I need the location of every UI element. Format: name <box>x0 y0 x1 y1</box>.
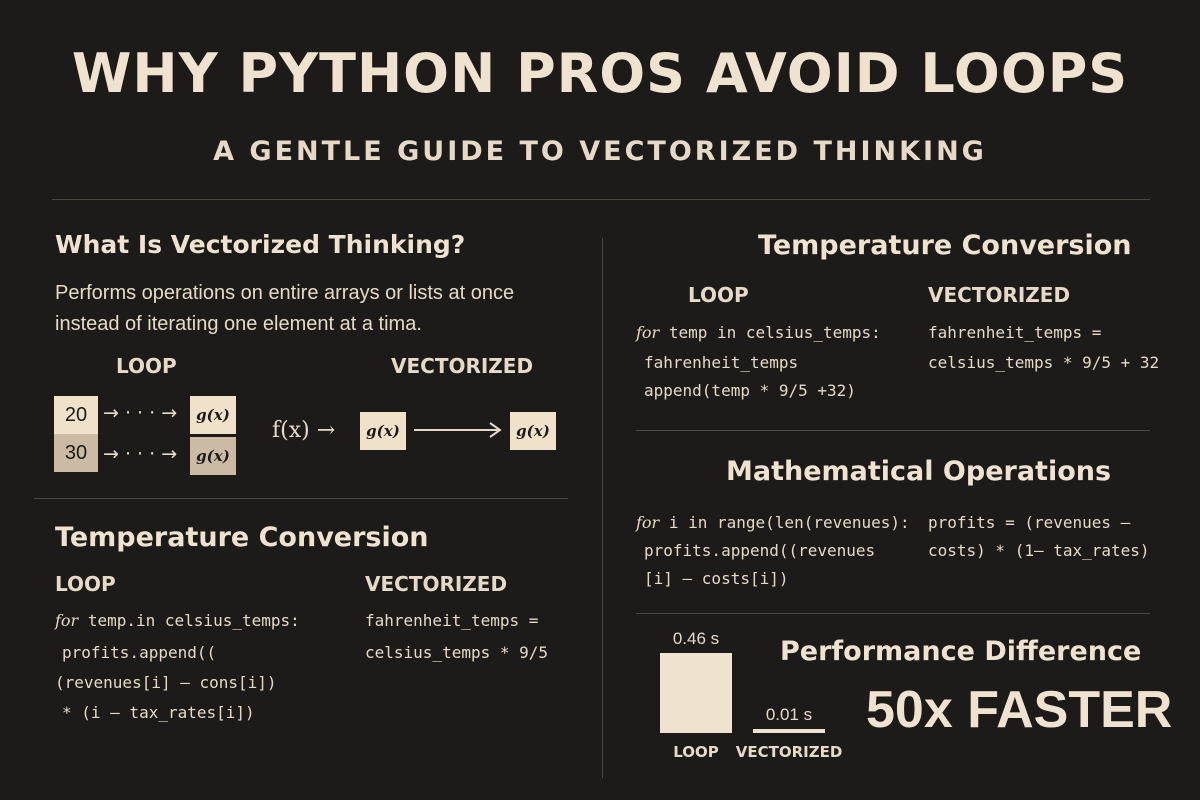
left-section-divider <box>34 498 568 499</box>
bar-category-label: VECTORIZED <box>735 743 843 761</box>
code-line: temp in celsius_temps: <box>659 323 881 342</box>
temp-left-loop-line3: (revenues[i] – cons[i]) <box>55 673 277 692</box>
temp-left-heading: Temperature Conversion <box>55 522 429 553</box>
temp-left-loop-line2: profits.append(( <box>62 643 217 662</box>
code-line: i in range(len(revenues): <box>659 513 910 532</box>
code-keyword: for <box>636 513 660 532</box>
code-keyword: for <box>55 611 79 630</box>
loop-value-cell: 20 <box>54 396 98 434</box>
math-loop-code: for i in range(len(revenues): <box>636 508 910 538</box>
performance-bar-chart: 0.46 s LOOP 0.01 s VECTORIZED <box>640 620 860 770</box>
math-heading: Mathematical Operations <box>726 456 1112 487</box>
page-title: WHY PYTHON PROS AVOID LOOPS <box>71 42 1129 105</box>
bar-loop <box>660 653 732 733</box>
loop-arrow: → · · · → <box>103 443 178 465</box>
temp-left-vectorized-label: VECTORIZED <box>365 572 508 596</box>
bar-vectorized <box>753 729 825 733</box>
diagram-vectorized-label: VECTORIZED <box>391 354 534 378</box>
column-divider <box>602 238 603 778</box>
loop-arrow: → · · · → <box>103 402 178 424</box>
temp-left-vec-line2: celsius_temps * 9/5 <box>365 643 549 662</box>
vector-g-box: g(x) <box>360 412 406 450</box>
math-loop-line3: [i] – costs[i]) <box>644 569 789 588</box>
diagram-loop-label: LOOP <box>116 354 177 378</box>
performance-heading: Performance Difference <box>780 636 1142 667</box>
temp-right-vec-line1: fahrenheit_temps = <box>928 323 1102 342</box>
performance-divider <box>636 613 1150 614</box>
temp-right-vec-line2: celsius_temps * 9/5 + 32 <box>928 353 1160 372</box>
temp-right-loop-code: for temp in celsius_temps: <box>636 318 881 348</box>
bar-value-label: 0.01 s <box>765 705 813 724</box>
code-line: temp.in celsius_temps: <box>78 611 300 630</box>
bar-value-label: 0.46 s <box>672 629 720 648</box>
math-loop-line2: profits.append((revenues <box>644 541 876 560</box>
temp-left-loop-label: LOOP <box>55 572 116 596</box>
temp-right-vectorized-label: VECTORIZED <box>928 283 1071 307</box>
speedup-text: 50x FASTER <box>866 681 1173 739</box>
what-is-description: Performs operations on entire arrays or … <box>55 282 515 335</box>
temp-left-loop-line4: * (i – tax_rates[i]) <box>62 703 255 722</box>
temp-right-heading: Temperature Conversion <box>758 230 1132 261</box>
temp-right-loop-label: LOOP <box>688 283 749 307</box>
loop-g-box: g(x) <box>190 437 236 475</box>
temp-right-loop-line2: fahrenheit_temps <box>644 353 799 372</box>
vector-f-label: f(x) → <box>272 418 336 443</box>
what-is-heading: What Is Vectorized Thinking? <box>55 230 466 259</box>
math-vec-line1: profits = (revenues – <box>928 513 1131 532</box>
temp-right-loop-line3: append(temp * 9/5 +32) <box>644 381 856 400</box>
temp-left-vec-line1: fahrenheit_temps = <box>365 611 539 630</box>
vector-g-box: g(x) <box>510 412 556 450</box>
math-vec-line2: costs) * (1– tax_rates) <box>928 541 1150 560</box>
loop-g-box: g(x) <box>190 396 236 434</box>
right-section-divider <box>636 430 1150 431</box>
header-divider <box>52 199 1150 200</box>
code-keyword: for <box>636 323 660 342</box>
loop-value-cell: 30 <box>54 434 98 472</box>
page-subtitle: A GENTLE GUIDE TO VECTORIZED THINKING <box>213 136 987 167</box>
bar-category-label: LOOP <box>673 743 719 761</box>
vector-long-arrow-icon <box>414 422 502 438</box>
temp-left-loop-code: for temp.in celsius_temps: <box>55 606 300 636</box>
